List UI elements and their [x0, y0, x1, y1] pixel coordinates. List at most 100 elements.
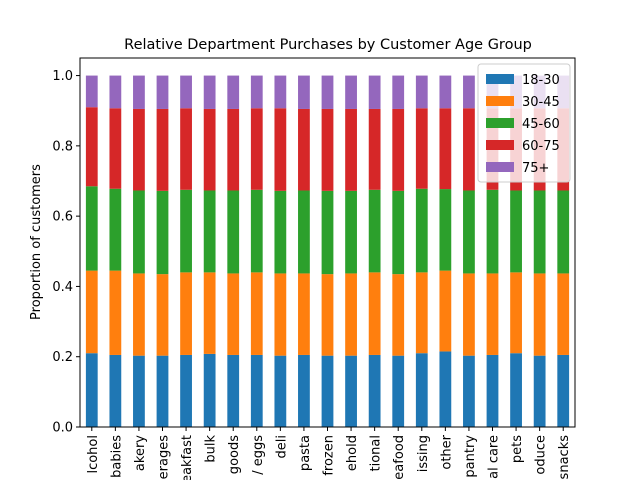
bar-segment	[415, 108, 428, 189]
x-tick-label: issing	[416, 435, 431, 472]
bar-segment	[203, 75, 216, 109]
bar-segment	[439, 108, 452, 190]
x-tick-label: lcohol	[86, 435, 101, 474]
bar-segment	[109, 108, 122, 189]
bar-segment	[368, 108, 381, 190]
bar-segment	[85, 353, 98, 427]
x-tick-label: bulk	[204, 435, 219, 463]
bar-segment	[250, 189, 263, 273]
x-tick-label: goods	[227, 435, 242, 474]
legend-label: 75+	[522, 161, 549, 176]
bar-segment	[439, 270, 452, 352]
bar-segment	[557, 273, 570, 355]
bar-segment	[274, 75, 287, 109]
bar-segment	[345, 75, 357, 109]
bar-segment	[321, 108, 334, 191]
x-tick-label: pasta	[298, 435, 313, 471]
x-tick-label: eakfast	[180, 435, 195, 480]
bar-segment	[368, 272, 381, 355]
bar-segment	[439, 351, 452, 427]
bar-segment	[274, 190, 287, 274]
x-tick-label: / eggs	[251, 435, 266, 475]
plot-frame	[79, 57, 576, 428]
bar-segment	[557, 190, 570, 274]
bar-segment	[298, 190, 310, 274]
bar-segment	[321, 355, 334, 427]
x-tick-label: oduce	[534, 435, 549, 475]
bar-segment	[415, 353, 428, 427]
bar-segment	[109, 354, 122, 427]
bar-segment	[133, 108, 145, 191]
x-tick-label: akery	[133, 435, 148, 471]
y-tick-label: 0.4	[52, 280, 73, 295]
bar-segment	[321, 75, 334, 109]
bar-segment	[510, 272, 522, 354]
bar-segment	[345, 108, 357, 191]
x-tick-label: babies	[109, 435, 124, 478]
bar-segment	[156, 75, 169, 109]
legend-swatch	[486, 118, 514, 128]
bar-segment	[203, 272, 216, 354]
x-tick-label: pantry	[463, 435, 478, 478]
y-tick-label: 0.8	[52, 139, 73, 154]
bar-segment	[345, 190, 357, 274]
bar-segment	[439, 75, 452, 109]
bar-segment	[439, 189, 452, 271]
bar-segment	[415, 272, 428, 354]
y-axis-label: Proportion of customers	[29, 164, 44, 320]
bar-segment	[510, 190, 522, 273]
bar-segment	[227, 273, 240, 355]
bar-segment	[156, 355, 169, 427]
x-tick-label: al care	[487, 435, 502, 479]
bar-segment	[133, 355, 145, 427]
x-tick-label: eafood	[392, 435, 407, 480]
bar-segment	[203, 190, 216, 273]
bar-segment	[392, 75, 405, 109]
bar-segment	[227, 354, 240, 427]
bar-segment	[463, 75, 475, 109]
bar-segment	[180, 75, 192, 109]
bar-segment	[463, 273, 475, 356]
x-tick-label: frozen	[322, 435, 337, 476]
y-tick-label: 0.2	[52, 350, 73, 365]
bar-segment	[180, 272, 192, 355]
legend-label: 60-75	[522, 139, 560, 154]
bar-segment	[250, 108, 263, 190]
bar-segment	[321, 190, 334, 275]
bar-segment	[486, 273, 499, 355]
bar-segment	[180, 108, 192, 190]
bar-segment	[274, 355, 287, 427]
bar-segment	[368, 75, 381, 109]
bar-segment	[109, 188, 122, 271]
bar-segment	[392, 190, 405, 275]
legend-label: 18-30	[522, 73, 560, 88]
x-tick-label: ehold	[345, 435, 360, 471]
bar-segment	[298, 108, 310, 191]
x-tick-label: pets	[510, 435, 525, 463]
bar-segment	[463, 108, 475, 191]
bar-segment	[510, 353, 522, 427]
bar-segment	[203, 353, 216, 427]
bar-segment	[345, 273, 357, 356]
x-tick-label: tional	[369, 435, 384, 471]
legend-swatch	[486, 74, 514, 84]
bar-segment	[463, 355, 475, 427]
bar-segment	[368, 189, 381, 273]
bar-segment	[392, 274, 405, 356]
legend-label: 45-60	[522, 117, 560, 132]
bar-segment	[486, 189, 499, 274]
bar-segment	[85, 75, 98, 108]
legend-box	[477, 63, 571, 183]
bar-segment	[345, 355, 357, 427]
bar-segment	[109, 75, 122, 109]
bar-segment	[486, 354, 499, 427]
legend-swatch	[486, 140, 514, 150]
bar-segment	[274, 108, 287, 191]
bar-segment	[156, 108, 169, 191]
bar-segment	[85, 186, 98, 271]
bar-segment	[298, 75, 310, 109]
y-tick-label: 0.6	[52, 210, 73, 225]
bar-segment	[109, 270, 122, 355]
bar-segment	[180, 354, 192, 427]
